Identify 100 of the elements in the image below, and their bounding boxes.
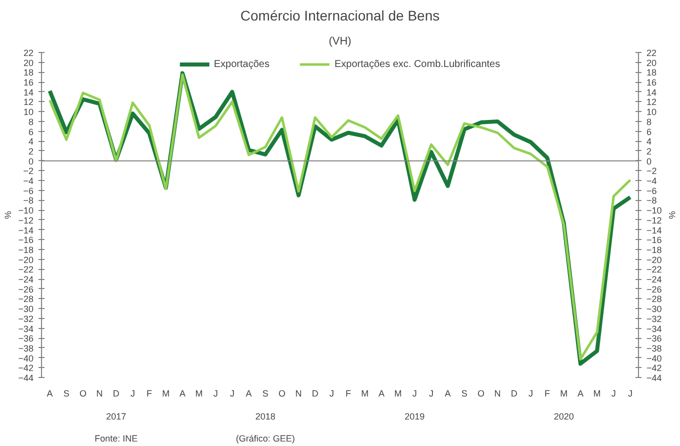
x-tick-label: O <box>79 388 86 398</box>
x-tick-label: D <box>312 388 319 398</box>
y-tick-label: −6 <box>23 186 34 196</box>
y-tick-label: 16 <box>23 78 34 88</box>
y-tick-label: −18 <box>18 244 34 255</box>
x-tick-label: F <box>346 388 352 398</box>
y2-tick-label: −36 <box>646 334 662 344</box>
y-tick-label: −34 <box>18 324 34 334</box>
x-tick-label: S <box>461 388 468 398</box>
x-tick-label: M <box>394 388 402 398</box>
chart-subtitle: (VH) <box>328 36 352 48</box>
x-tick-label: J <box>329 388 334 398</box>
y2-tick-label: −16 <box>646 235 662 246</box>
y2-tick-label: −34 <box>646 324 662 334</box>
y2-tick-label: 2 <box>646 146 652 156</box>
y2-tick-label: −2 <box>646 166 657 176</box>
legend-label: Exportações <box>214 58 270 70</box>
y-tick-label: 18 <box>23 68 34 78</box>
y2-tick-label: 14 <box>646 87 657 98</box>
y-tick-label: −8 <box>23 196 34 206</box>
y-tick-label: 0 <box>28 156 34 166</box>
y-tick-label: −26 <box>18 284 34 294</box>
y-tick-label: 12 <box>23 97 34 108</box>
y2-tick-label: −42 <box>646 363 662 374</box>
y-tick-label: −44 <box>18 373 34 383</box>
x-tick-label: J <box>428 388 434 398</box>
text: 2020 <box>554 412 574 422</box>
x-tick-label: O <box>477 388 484 398</box>
y-tick-label: 10 <box>23 107 34 118</box>
x-tick-label: J <box>412 388 417 398</box>
y2-tick-label: −24 <box>646 274 662 285</box>
chart-title: Comércio Internacional de Bens <box>240 8 440 24</box>
x-tick-label: A <box>246 388 252 398</box>
y2-tick-label: −26 <box>646 284 662 294</box>
x-tick-label: F <box>544 388 551 398</box>
source-note: Fonte: INE <box>94 434 138 444</box>
y2-tick-label: −14 <box>646 225 662 236</box>
y-axis-title: % <box>3 210 14 219</box>
y2-tick-label: −12 <box>646 215 662 226</box>
y-tick-label: 4 <box>28 136 34 147</box>
y2-tick-label: −40 <box>646 353 662 364</box>
y-tick-label: −28 <box>18 294 34 304</box>
text: (Gráfico: GEE) <box>236 434 295 444</box>
text: 2019 <box>404 412 425 422</box>
x-tick-label: D <box>510 388 518 398</box>
y2-tick-label: 20 <box>646 58 657 68</box>
x-tick-label: N <box>494 388 501 398</box>
x-tick-label: J <box>213 388 218 398</box>
y-tick-label: −12 <box>18 215 34 226</box>
y-tick-label: −42 <box>18 363 34 374</box>
x-tick-label: O <box>278 388 286 398</box>
y-tick-label: −30 <box>18 304 34 314</box>
y-tick-label: −4 <box>23 176 34 186</box>
y2-tick-label: 4 <box>646 136 652 147</box>
y2-tick-label: −38 <box>646 343 662 354</box>
x-tick-label: M <box>162 388 170 398</box>
x-tick-label: A <box>444 388 451 398</box>
x-tick-label: D <box>112 388 120 398</box>
y2-tick-label: 22 <box>646 48 657 58</box>
y-tick-label: 14 <box>23 87 34 98</box>
y2-tick-label: −6 <box>646 186 657 196</box>
y2-axis-title: % <box>666 211 677 220</box>
y-tick-label: −2 <box>23 166 34 176</box>
y-tick-label: −40 <box>18 353 34 364</box>
x-tick-label: S <box>262 388 268 398</box>
y2-tick-label: −22 <box>646 264 662 275</box>
y2-tick-label: −10 <box>646 206 662 216</box>
x-tick-label: A <box>179 388 186 398</box>
legend-label: Exportações exc. Comb.Lubrificantes <box>334 58 500 70</box>
y2-tick-label: −32 <box>646 314 662 324</box>
x-tick-label: N <box>295 388 302 398</box>
y2-tick-label: −20 <box>646 254 662 265</box>
y2-tick-label: −18 <box>646 244 662 255</box>
y-tick-label: −24 <box>18 274 34 285</box>
y-tick-label: −22 <box>18 264 34 275</box>
y2-tick-label: −44 <box>646 373 662 383</box>
y2-tick-label: 6 <box>646 126 652 137</box>
x-tick-label: J <box>528 388 533 398</box>
y2-tick-label: 12 <box>646 97 657 108</box>
y2-tick-label: 0 <box>646 156 652 166</box>
y2-tick-label: −4 <box>646 176 657 186</box>
x-tick-label: S <box>63 388 70 398</box>
y-tick-label: −14 <box>18 225 34 236</box>
y2-tick-label: 8 <box>646 116 652 127</box>
y-tick-label: −32 <box>18 314 34 324</box>
x-tick-label: M <box>560 388 568 398</box>
x-tick-label: N <box>96 388 103 398</box>
x-tick-label: J <box>628 388 632 398</box>
x-tick-label: A <box>378 388 384 398</box>
y2-tick-label: −28 <box>646 294 662 304</box>
y-tick-label: 20 <box>23 58 34 68</box>
text: 2018 <box>255 412 276 422</box>
y2-tick-label: 18 <box>646 68 657 78</box>
x-tick-label: A <box>46 388 53 398</box>
y-tick-label: 6 <box>28 126 34 137</box>
x-tick-label: J <box>230 388 234 398</box>
x-tick-label: J <box>130 388 135 398</box>
x-tick-label: M <box>195 388 203 398</box>
y-tick-label: 2 <box>28 146 34 156</box>
x-tick-label: J <box>611 388 616 398</box>
